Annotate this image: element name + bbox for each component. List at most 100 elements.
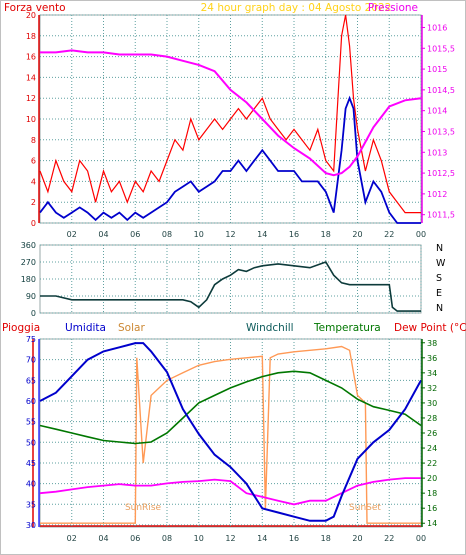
x-tick-label: 18 bbox=[321, 230, 331, 239]
series-line-dew-point bbox=[39, 477, 421, 506]
y-right-tick-label: 1013 bbox=[427, 148, 447, 157]
y-right-tick-label: 1014,5 bbox=[427, 86, 455, 95]
x-tick-label: 12 bbox=[225, 534, 235, 543]
y-tick-label: 90 bbox=[26, 292, 36, 301]
y-right-tick-label: 24 bbox=[427, 444, 437, 453]
y-right-tick-label: 38 bbox=[427, 339, 437, 348]
wind-speed-label: Forza vento bbox=[4, 2, 66, 14]
y-tick-label: 55 bbox=[26, 418, 36, 427]
x-tick-label: 08 bbox=[162, 230, 172, 239]
x-tick-label: 22 bbox=[384, 230, 394, 239]
rain-label: Pioggia bbox=[2, 322, 40, 334]
y-right-tick-label: 34 bbox=[427, 369, 437, 378]
x-tick-label: 02 bbox=[67, 534, 77, 543]
x-tick-label: 18 bbox=[321, 534, 331, 543]
y-right-tick-label: 1016 bbox=[427, 23, 447, 32]
y-tick-label: 6 bbox=[31, 157, 36, 166]
chart-title: 24 hour graph day : 04 Agosto 2022 bbox=[201, 2, 392, 14]
series-line-pressione bbox=[40, 49, 422, 177]
compass-label: S bbox=[436, 273, 442, 284]
y-right-tick-label: 14 bbox=[427, 519, 437, 528]
y-tick-label: 2 bbox=[31, 198, 36, 207]
y-right-tick-label: 18 bbox=[427, 489, 437, 498]
sunrise-label: SunRise bbox=[125, 503, 162, 513]
x-tick-label: 10 bbox=[194, 230, 204, 239]
y-right-tick-label: 26 bbox=[427, 429, 437, 438]
y-tick-label: 4 bbox=[31, 177, 36, 186]
compass-label: W bbox=[436, 258, 446, 269]
compass-label: E bbox=[436, 288, 442, 299]
y-tick-label: 50 bbox=[26, 438, 36, 447]
y-right-tick-label: 1012 bbox=[427, 190, 447, 199]
x-tick-label: 16 bbox=[289, 230, 299, 239]
x-tick-label: 06 bbox=[130, 230, 140, 239]
y-right-tick-label: 1014 bbox=[427, 107, 447, 116]
y-tick-label: 0 bbox=[31, 219, 36, 228]
y-right-tick-label: 20 bbox=[427, 474, 437, 483]
series-line-umidita bbox=[39, 342, 422, 522]
x-tick-label: 14 bbox=[257, 230, 267, 239]
x-tick-label: 16 bbox=[289, 534, 299, 543]
y-tick-label: 16 bbox=[26, 53, 36, 62]
x-tick-label: 08 bbox=[162, 534, 172, 543]
pressure-label: Pressione bbox=[368, 2, 418, 14]
wind-pressure-panel: Forza vento 24 hour graph day : 04 Agost… bbox=[4, 2, 455, 239]
y-tick-label: 75 bbox=[26, 335, 36, 344]
temperature-humidity-panel: Pioggia Umidita Solar Windchill Temperat… bbox=[2, 322, 466, 543]
y-right-tick-label: 30 bbox=[427, 399, 437, 408]
y-tick-label: 65 bbox=[26, 376, 36, 385]
series-line-raffica bbox=[39, 95, 421, 224]
y-tick-label: 45 bbox=[26, 459, 36, 468]
y-right-tick-label: 22 bbox=[427, 459, 437, 468]
x-tick-label: 14 bbox=[257, 534, 267, 543]
y-tick-label: 10 bbox=[26, 115, 36, 124]
y-tick-label: 14 bbox=[26, 73, 36, 82]
x-tick-label: 20 bbox=[352, 230, 362, 239]
y-tick-label: 0 bbox=[31, 309, 36, 318]
y-right-tick-label: 28 bbox=[427, 414, 437, 423]
y-tick-label: 8 bbox=[31, 136, 36, 145]
y-right-tick-label: 1015 bbox=[427, 65, 447, 74]
x-tick-label: 10 bbox=[194, 534, 204, 543]
x-tick-label: 12 bbox=[225, 230, 235, 239]
x-tick-label: 02 bbox=[67, 230, 77, 239]
x-tick-label: 22 bbox=[384, 534, 394, 543]
sunset-label: SunSet bbox=[349, 503, 381, 513]
y-right-tick-label: 36 bbox=[427, 354, 437, 363]
y-right-tick-label: 32 bbox=[427, 384, 437, 393]
y-right-tick-label: 1013,5 bbox=[427, 127, 455, 136]
y-right-tick-label: 16 bbox=[427, 504, 437, 513]
y-tick-label: 35 bbox=[26, 500, 36, 509]
series-line-direzione bbox=[40, 261, 421, 312]
y-tick-label: 180 bbox=[21, 275, 36, 284]
series-line-forza-vento bbox=[39, 14, 421, 214]
x-tick-label: 00 bbox=[416, 534, 426, 543]
x-tick-label: 04 bbox=[98, 534, 108, 543]
y-tick-label: 60 bbox=[26, 397, 36, 406]
windchill-label: Windchill bbox=[246, 322, 294, 334]
x-tick-label: 04 bbox=[98, 230, 108, 239]
compass-label: N bbox=[436, 303, 443, 314]
y-tick-label: 12 bbox=[26, 94, 36, 103]
series-line-temperatura bbox=[39, 370, 422, 445]
y-right-tick-label: 1015,5 bbox=[427, 44, 455, 53]
y-tick-label: 40 bbox=[26, 480, 36, 489]
solar-label: Solar bbox=[118, 322, 145, 334]
x-tick-label: 00 bbox=[416, 230, 426, 239]
y-tick-label: 18 bbox=[26, 32, 36, 41]
x-tick-label: 20 bbox=[352, 534, 362, 543]
compass-label: N bbox=[436, 243, 443, 254]
y-right-tick-label: 1012,5 bbox=[427, 169, 455, 178]
humidity-label: Umidita bbox=[65, 322, 106, 334]
y-tick-label: 70 bbox=[26, 356, 36, 365]
y-tick-label: 360 bbox=[21, 241, 36, 250]
y-tick-label: 30 bbox=[26, 521, 36, 530]
y-tick-label: 20 bbox=[26, 11, 36, 20]
y-right-tick-label: 1011,5 bbox=[427, 211, 455, 220]
y-tick-label: 270 bbox=[21, 258, 36, 267]
temperature-label: Temperatura bbox=[313, 322, 381, 334]
x-tick-label: 06 bbox=[130, 534, 140, 543]
dew-point-label: Dew Point (°C) bbox=[394, 322, 466, 334]
